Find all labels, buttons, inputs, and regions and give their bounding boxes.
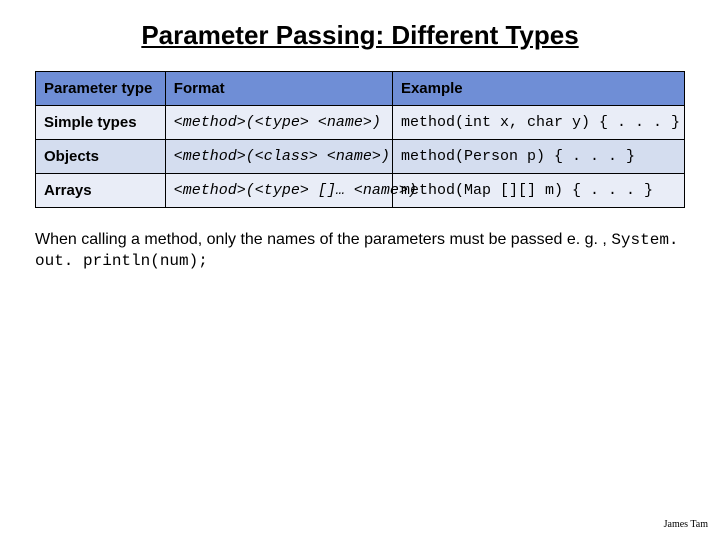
example-cell: method(Map [][] m) { . . . } [392, 174, 684, 208]
table-header-cell: Example [392, 72, 684, 106]
example-cell: method(int x, char y) { . . . } [392, 106, 684, 140]
table-row: Arrays <method>(<type> []… <name>) metho… [36, 174, 685, 208]
footer-author: James Tam [664, 519, 708, 530]
example-cell: method(Person p) { . . . } [392, 140, 684, 174]
slide: Parameter Passing: Different Types Param… [0, 0, 720, 540]
table-row: Objects <method>(<class> <name>) method(… [36, 140, 685, 174]
table-header-row: Parameter type Format Example [36, 72, 685, 106]
format-cell: <method>(<class> <name>) [165, 140, 392, 174]
parameter-table: Parameter type Format Example Simple typ… [35, 71, 685, 208]
param-type-cell: Simple types [36, 106, 166, 140]
slide-title: Parameter Passing: Different Types [35, 20, 685, 51]
table-header-cell: Format [165, 72, 392, 106]
param-type-cell: Arrays [36, 174, 166, 208]
format-cell: <method>(<type> []… <name>) [165, 174, 392, 208]
table-row: Simple types <method>(<type> <name>) met… [36, 106, 685, 140]
body-text: When calling a method, only the names of… [35, 231, 611, 248]
body-paragraph: When calling a method, only the names of… [35, 230, 685, 272]
format-cell: <method>(<type> <name>) [165, 106, 392, 140]
table-header-cell: Parameter type [36, 72, 166, 106]
param-type-cell: Objects [36, 140, 166, 174]
